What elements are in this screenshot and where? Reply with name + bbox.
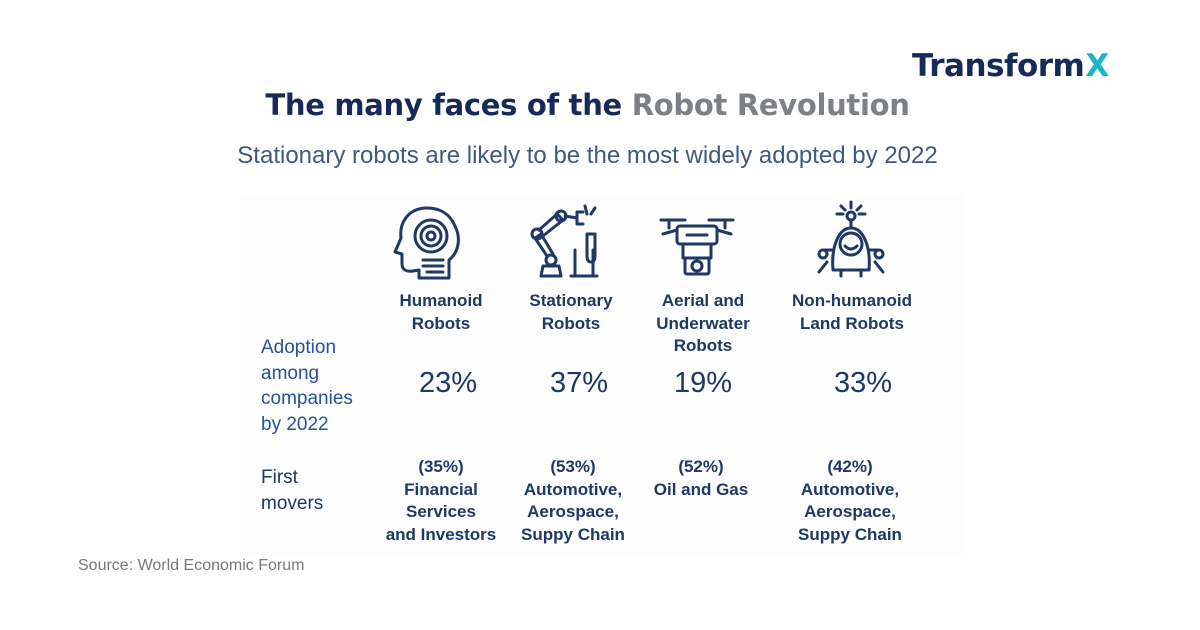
row-label-line: companies — [261, 388, 353, 409]
category-heading-stationary: Stationary Robots — [491, 290, 651, 335]
page-title: The many faces of the Robot Revolution — [0, 88, 1175, 122]
row-label-adoption: Adoption among companies by 2022 — [261, 335, 391, 437]
heading-line: Non-humanoid — [792, 291, 912, 310]
brand-name: Transform — [912, 48, 1085, 84]
mover-line: Suppy Chain — [521, 524, 625, 544]
heading-line: Stationary — [529, 291, 613, 310]
heading-line: Humanoid — [399, 291, 483, 310]
first-mover-aerial: (52%) Oil and Gas — [616, 456, 786, 501]
humanoid-robot-icon — [387, 200, 467, 282]
mover-line: Aerospace, — [527, 502, 619, 521]
heading-line: Robots — [411, 313, 471, 333]
mover-line: Financial — [404, 479, 478, 499]
mover-line: Services — [406, 502, 476, 521]
heading-line: Aerial and — [661, 291, 745, 310]
heading-line: Land Robots — [800, 313, 904, 333]
adoption-value-aerial: 19% — [673, 367, 733, 399]
brand-mark: X — [1085, 48, 1109, 84]
row-label-line: First — [261, 467, 298, 488]
row-label-line: Adoption — [261, 337, 337, 358]
mover-line: (53%) — [550, 457, 596, 476]
first-mover-humanoid: (35%) Financial Services and Investors — [356, 456, 526, 546]
mover-line: (35%) — [418, 457, 464, 476]
adoption-value-humanoid: 23% — [418, 367, 478, 399]
mover-line: (52%) — [678, 457, 724, 476]
first-mover-land: (42%) Automotive, Aerospace, Suppy Chain — [765, 456, 935, 546]
brand-logo: Transform X — [912, 46, 1109, 86]
mover-line: and Investors — [385, 524, 497, 544]
row-label-line: by 2022 — [261, 413, 329, 435]
page-subtitle: Stationary robots are likely to be the m… — [237, 142, 938, 169]
heading-line: Robots — [673, 336, 733, 355]
category-heading-humanoid: Humanoid Robots — [361, 290, 521, 335]
drone-icon — [657, 200, 737, 282]
first-mover-stationary: (53%) Automotive, Aerospace, Suppy Chain — [488, 456, 658, 546]
robotic-arm-icon — [527, 200, 607, 282]
category-heading-aerial: Aerial and Underwater Robots — [623, 290, 783, 358]
mover-line: Automotive, — [523, 479, 623, 499]
row-label-first-movers: First movers — [261, 465, 391, 516]
category-heading-land: Non-humanoid Land Robots — [772, 290, 932, 335]
title-part-2: Robot Revolution — [631, 88, 910, 122]
heading-line: Robots — [541, 313, 601, 333]
mover-line: Oil and Gas — [653, 479, 749, 499]
mover-line: (42%) — [827, 457, 873, 476]
adoption-value-land: 33% — [833, 367, 893, 399]
mover-line: Automotive, — [800, 479, 900, 499]
title-part-1: The many faces of the — [265, 88, 632, 122]
row-label-line: movers — [261, 492, 324, 514]
source-note: Source: World Economic Forum — [78, 557, 305, 574]
mover-line: Suppy Chain — [798, 524, 902, 544]
adoption-value-stationary: 37% — [549, 367, 609, 399]
heading-line: Underwater — [656, 313, 750, 333]
mover-line: Aerospace, — [804, 502, 896, 521]
infographic-panel — [240, 195, 965, 555]
land-robot-icon — [811, 200, 891, 282]
row-label-line: among — [261, 362, 320, 384]
